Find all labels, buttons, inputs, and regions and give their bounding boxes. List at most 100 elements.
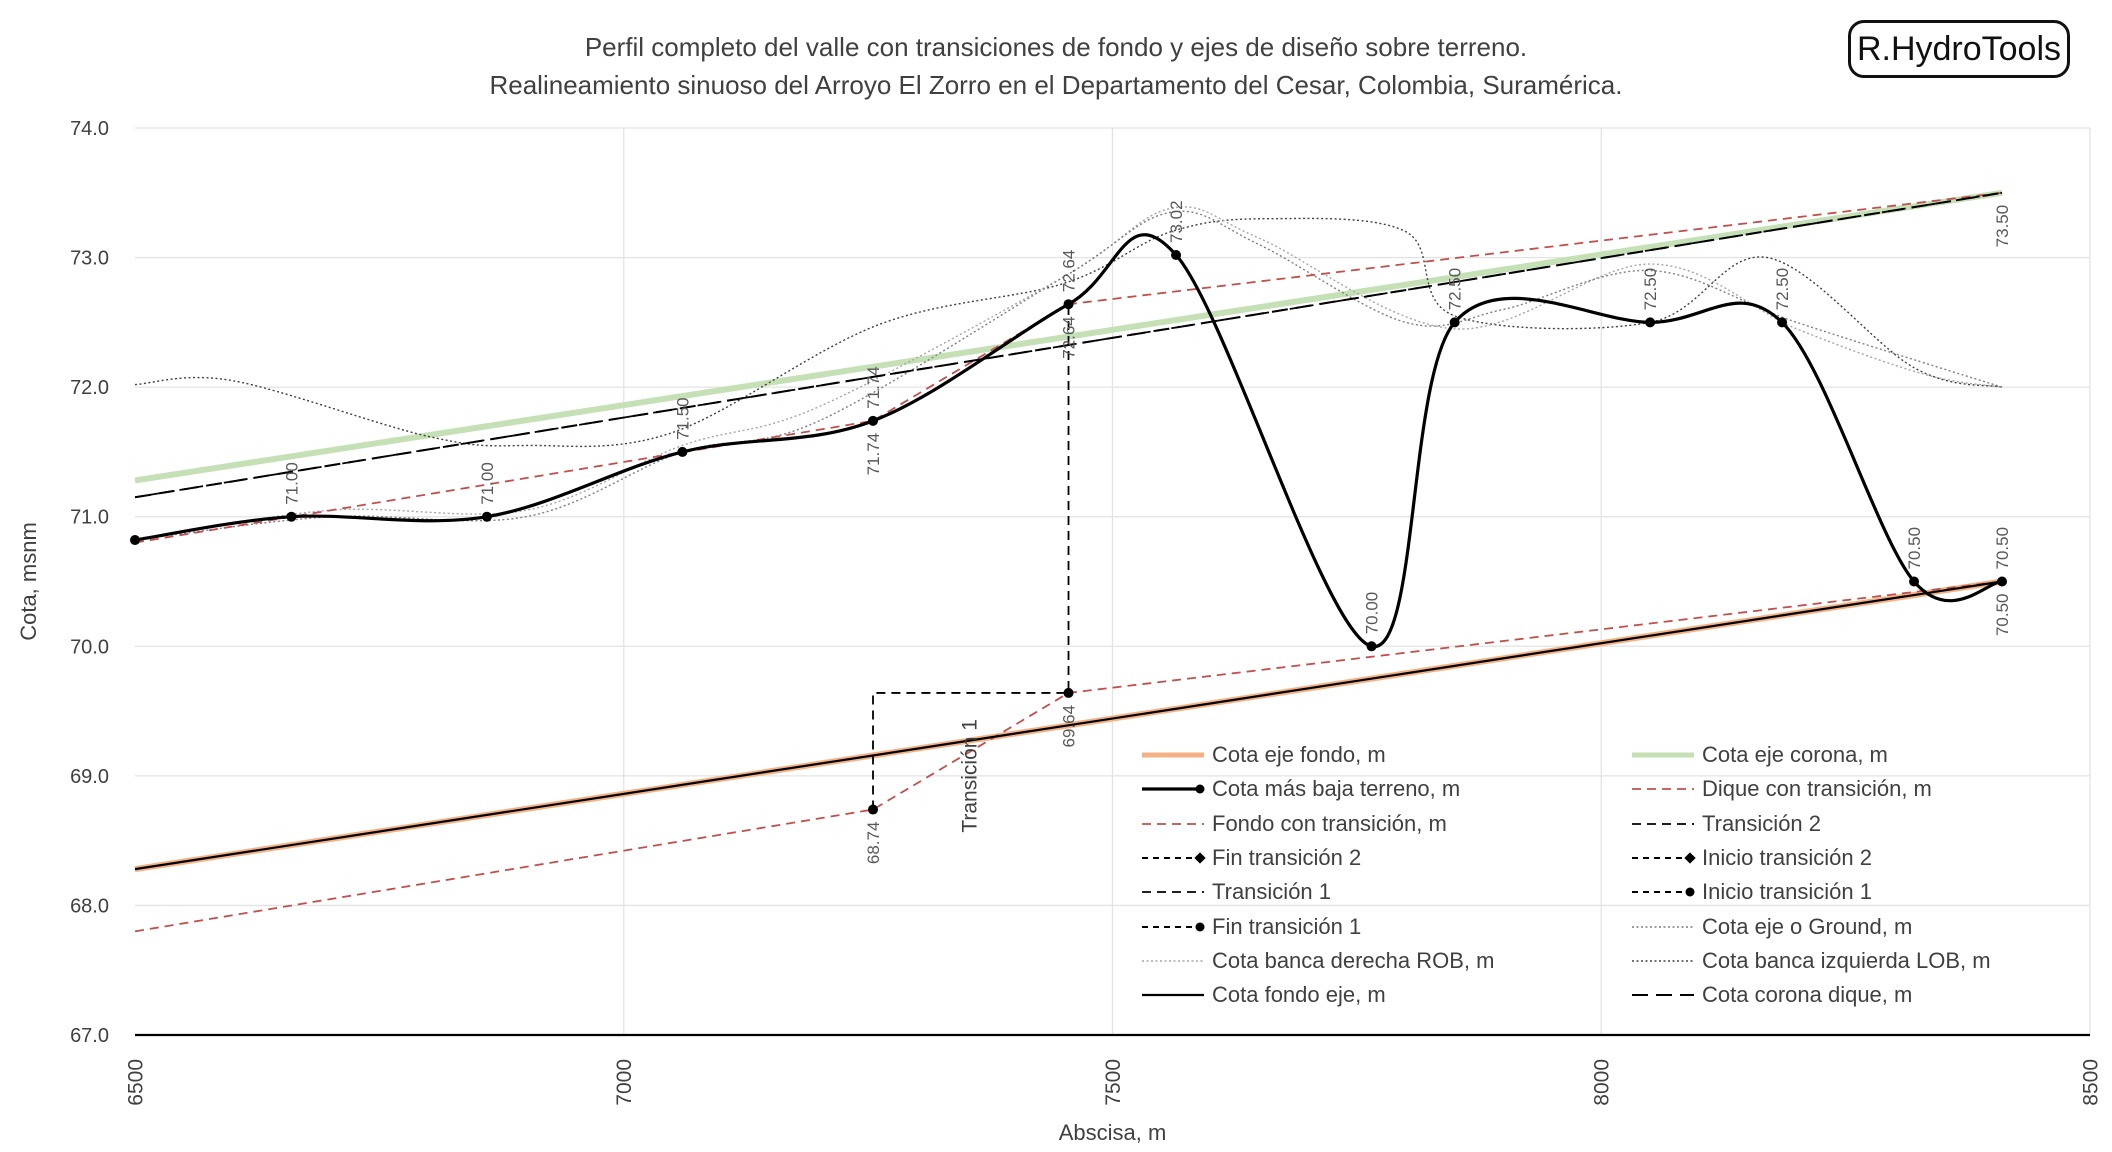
annotation-label: Transición 1 [959, 719, 982, 833]
legend-label: Cota eje o Ground, m [1702, 913, 1913, 939]
legend-swatch [1142, 784, 1205, 794]
data-label: 70.50 [1993, 593, 2012, 636]
data-label: 72.50 [1773, 268, 1792, 311]
legend-label: Cota banca izquierda LOB, m [1702, 947, 1991, 973]
data-label: 73.02 [1167, 200, 1186, 243]
series-cota-más-baja-terreno-m-point [286, 511, 297, 522]
legend-swatch [1632, 852, 1696, 864]
legend-swatch [1142, 852, 1206, 864]
y-tick-label: 68.0 [70, 895, 109, 917]
legend-label: Cota corona dique, m [1702, 982, 1913, 1008]
x-tick-label: 8500 [2079, 1059, 2102, 1106]
legend-item: Cota eje fondo, m [1140, 740, 1386, 770]
series-cota-más-baja-terreno-m-point [1366, 641, 1377, 652]
legend-swatch [1142, 752, 1204, 758]
y-tick-label: 72.0 [70, 377, 109, 399]
legend-swatch [1142, 922, 1205, 931]
legend-label: Cota eje fondo, m [1212, 742, 1386, 767]
y-tick-label: 69.0 [70, 766, 109, 788]
x-axis-title: Abscisa, m [1059, 1120, 1167, 1145]
legend-swatch [1632, 994, 1694, 997]
data-label: 69.64 [1060, 705, 1079, 748]
legend-item: Dique con transición, m [1630, 774, 1932, 804]
data-label: 72.50 [1641, 268, 1660, 311]
data-label: 72.50 [1446, 268, 1465, 311]
legend-item: Cota más baja terreno, m [1140, 774, 1460, 804]
gridlines [135, 127, 2091, 1035]
legend-item: Inicio transición 2 [1630, 843, 1872, 873]
legend-swatch [1632, 887, 1695, 897]
series-cota-más-baja-terreno-m-point [868, 415, 879, 426]
legend-swatch [1142, 891, 1204, 894]
legend-swatch [1632, 960, 1694, 962]
series-cota-más-baja-terreno-m-point [1171, 249, 1182, 260]
x-tick-label: 7500 [1102, 1059, 1125, 1106]
series-dique-con-transición-m-line [134, 191, 2003, 544]
legend-item: Cota banca izquierda LOB, m [1630, 946, 1991, 976]
data-label: 73.50 [1993, 205, 2012, 248]
series-cota-eje-o-ground-m-line [134, 210, 2003, 541]
data-label: 70.50 [1905, 527, 1924, 570]
legend-item: Transición 1 [1140, 877, 1331, 907]
data-label: 72.64 [1060, 250, 1079, 293]
data-label: 71.74 [864, 366, 883, 409]
x-tick-label: 8000 [1591, 1059, 1614, 1106]
y-axis-title: Cota, msnm [16, 522, 41, 641]
data-label: 71.74 [864, 433, 883, 476]
legend-label: Cota más baja terreno, m [1212, 776, 1461, 802]
data-label: 72.64 [1060, 316, 1079, 359]
series-fin-transición-1-point [1063, 687, 1074, 698]
legend-label: Transición 2 [1702, 810, 1822, 836]
chart-title-line-2: Realineamiento sinuoso del Arroyo El Zor… [489, 70, 1623, 100]
series-cota-más-baja-terreno-m-point [1909, 576, 1920, 587]
legend-item: Cota eje o Ground, m [1630, 912, 1912, 942]
series-cota-más-baja-terreno-m-point [1063, 299, 1074, 310]
legend-item: Inicio transición 1 [1630, 877, 1872, 907]
legend-swatch [1632, 788, 1694, 791]
series-cota-más-baja-terreno-m-point [130, 535, 140, 546]
series-cota-más-baja-terreno-m-point [481, 511, 492, 522]
series-cota-fondo-eje-m-line [134, 580, 2003, 871]
legend-swatch [1632, 752, 1694, 758]
legend-item: Fin transición 1 [1140, 912, 1361, 942]
data-label: 71.00 [282, 462, 301, 505]
legend-item: Cota banca derecha ROB, m [1140, 946, 1494, 976]
legend-swatch [1632, 822, 1694, 825]
data-label: 71.50 [673, 397, 692, 440]
legend-item: Transición 2 [1630, 809, 1821, 839]
series-cota-más-baja-terreno-m-point [1449, 317, 1460, 328]
y-tick-label: 73.0 [70, 248, 109, 270]
legend-item: Fondo con transición, m [1140, 809, 1447, 839]
series-cota-más-baja-terreno-m-point [1645, 317, 1656, 328]
series-cota-más-baja-terreno-m-line [134, 233, 2003, 648]
series-cota-más-baja-terreno-m-point [677, 446, 688, 457]
y-tick-label: 67.0 [70, 1025, 109, 1047]
legend-label: Fondo con transición, m [1212, 810, 1447, 836]
legend-label: Cota banca derecha ROB, m [1212, 947, 1495, 973]
legend-item: Cota fondo eje, m [1140, 980, 1386, 1010]
chart-title-line-1: Perfil completo del valle con transicion… [584, 32, 1528, 62]
legend-label: Inicio transición 2 [1702, 844, 1872, 870]
x-tick-label: 7000 [613, 1059, 636, 1106]
legend-swatch [1142, 822, 1204, 825]
legend-item: Cota eje corona, m [1630, 740, 1888, 770]
brand-logo: R.HydroTools [1848, 20, 2070, 78]
series-cota-más-baja-terreno-m-point [1777, 317, 1788, 328]
legend-label: Inicio transición 1 [1702, 879, 1872, 905]
data-label: 71.00 [478, 462, 497, 505]
legend-label: Fin transición 1 [1212, 913, 1362, 939]
data-label: 70.00 [1363, 592, 1382, 635]
series-transición-1-line [872, 304, 1070, 810]
series-inicio-transición-1-point [868, 804, 879, 815]
data-label: 70.50 [1993, 527, 2012, 570]
legend-item: Fin transición 2 [1140, 843, 1361, 873]
data-label: 68.74 [864, 822, 883, 865]
series-fondo-con-transición-m-line [134, 580, 2003, 933]
y-tick-label: 71.0 [70, 507, 109, 529]
legend-label: Cota eje corona, m [1702, 742, 1888, 767]
plot-area [130, 189, 2008, 933]
series-cota-más-baja-terreno-m-point [1997, 576, 2008, 587]
y-tick-label: 74.0 [70, 118, 109, 140]
legend-item: Cota corona dique, m [1630, 980, 1912, 1010]
